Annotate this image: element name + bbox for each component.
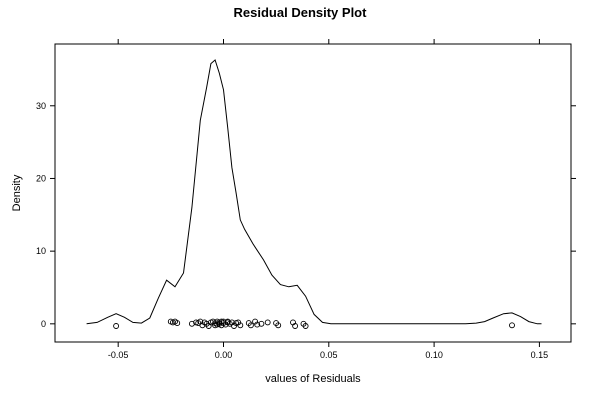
x-axis-ticks: -0.05 0.00 0.05 0.10 0.15: [108, 39, 548, 360]
residual-point: [254, 321, 261, 328]
x-tick-label: -0.05: [108, 350, 129, 360]
chart-title: Residual Density Plot: [234, 5, 368, 20]
density-curve: [86, 59, 542, 325]
residual-point: [258, 320, 265, 327]
x-tick-label: 0.15: [531, 350, 549, 360]
y-axis-ticks: 0 10 20 30: [36, 101, 576, 329]
residual-point: [264, 319, 271, 326]
x-tick-label: 0.00: [215, 350, 233, 360]
residual-point: [113, 323, 120, 329]
residual-point: [174, 320, 181, 327]
rug-layer: [113, 318, 515, 329]
y-tick-label: 30: [36, 101, 46, 111]
y-axis-label: Density: [11, 174, 23, 211]
density-layer: [86, 59, 542, 325]
plot-frame: [54, 43, 572, 343]
residual-point: [292, 323, 299, 329]
x-axis-label: values of Residuals: [265, 373, 361, 385]
residual-point: [509, 322, 515, 329]
x-tick-label: 0.05: [320, 350, 338, 360]
y-tick-label: 0: [41, 319, 46, 329]
residual-point: [247, 322, 254, 329]
residual-point: [275, 322, 282, 329]
y-tick-label: 10: [36, 246, 46, 256]
x-tick-label: 0.10: [425, 350, 443, 360]
y-tick-label: 20: [36, 173, 46, 183]
residual-point: [302, 323, 309, 329]
residual-point: [237, 322, 244, 329]
